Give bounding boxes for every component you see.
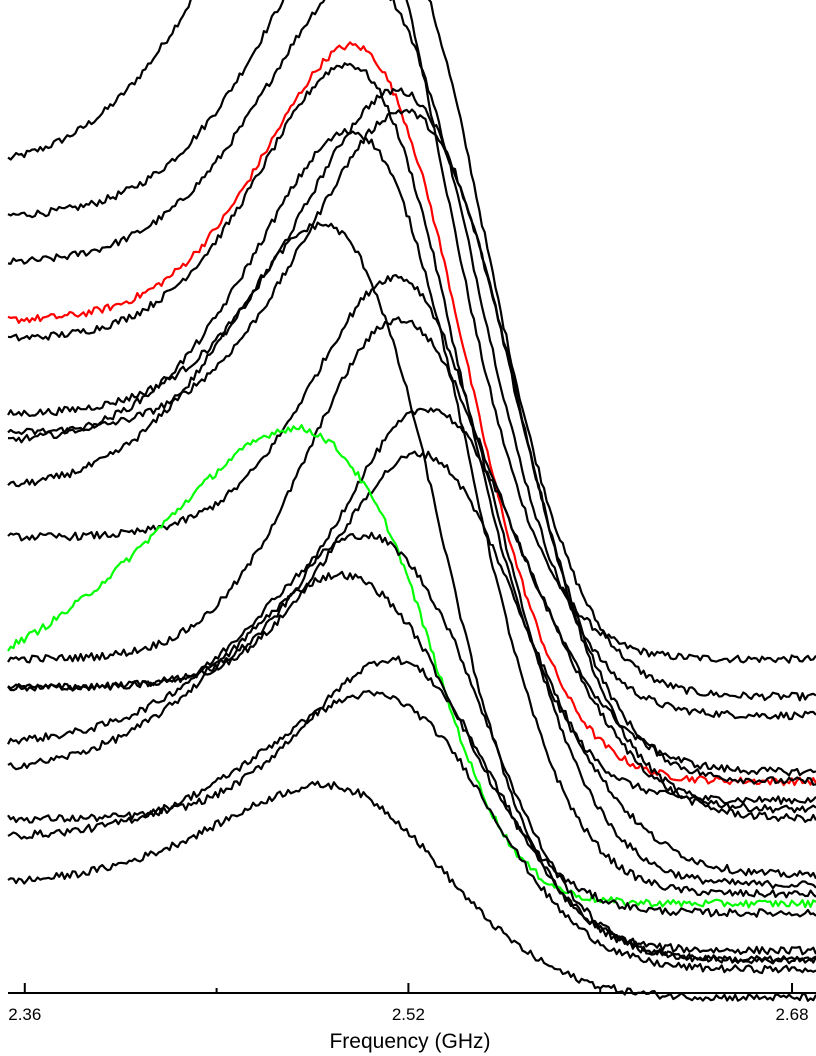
spectrum-line-5 xyxy=(7,62,816,805)
x-tick-label: 2.52 xyxy=(392,1005,425,1024)
x-tick-label: 2.36 xyxy=(8,1005,41,1024)
spectrum-line-10 xyxy=(7,274,816,890)
spectrum-line-16 xyxy=(7,570,816,918)
spectrum-line-6 xyxy=(7,87,816,786)
spectrum-line-15 xyxy=(7,531,816,965)
spectrum-line-12 xyxy=(7,407,816,823)
spectrum-line-17 xyxy=(7,655,816,965)
x-tick-label: 2.68 xyxy=(775,1005,808,1024)
spectrum-line-7 xyxy=(7,108,816,814)
spectrum-line-18 xyxy=(7,689,816,975)
spectrum-line-1 xyxy=(7,0,816,664)
spectrum-line-13 xyxy=(7,450,816,880)
spectrum-line-11 xyxy=(7,316,816,777)
x-axis-title: Frequency (GHz) xyxy=(329,1030,490,1053)
x-axis-ticks: 2.36 2.52 2.68 xyxy=(8,983,809,1024)
spectrum-line-2 xyxy=(7,0,816,702)
spectrum-line-3 xyxy=(7,0,816,721)
spectrum-line-4 xyxy=(7,41,816,787)
spectrum-line-8 xyxy=(7,128,816,899)
spectra-series-group xyxy=(7,0,816,1002)
spectrum-line-14 xyxy=(7,424,816,909)
